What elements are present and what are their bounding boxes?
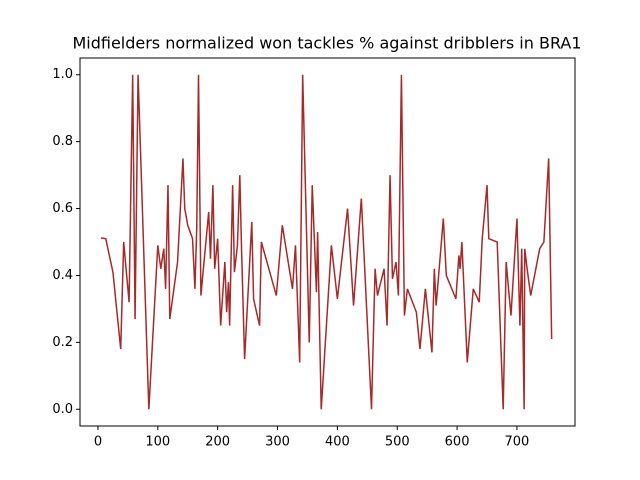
y-tick-label: 0.0 [52,402,73,417]
y-tick-label: 1.0 [52,67,73,82]
plot-frame [79,57,576,427]
y-tick-label: 0.4 [52,268,73,283]
x-tick-label: 600 [445,435,470,450]
data-line [100,74,553,410]
x-tick-label: 200 [205,435,230,450]
x-tick-label: 300 [265,435,290,450]
x-tick-label: 500 [385,435,410,450]
x-tick-label: 0 [94,435,102,450]
x-tick-label: 100 [145,435,170,450]
y-tick-label: 0.2 [52,335,73,350]
chart-title: Midfielders normalized won tackles % aga… [72,34,581,53]
x-tick-label: 700 [505,435,530,450]
y-tick-label: 0.6 [52,201,73,216]
x-tick-label: 400 [325,435,350,450]
y-tick-label: 0.8 [52,134,73,149]
